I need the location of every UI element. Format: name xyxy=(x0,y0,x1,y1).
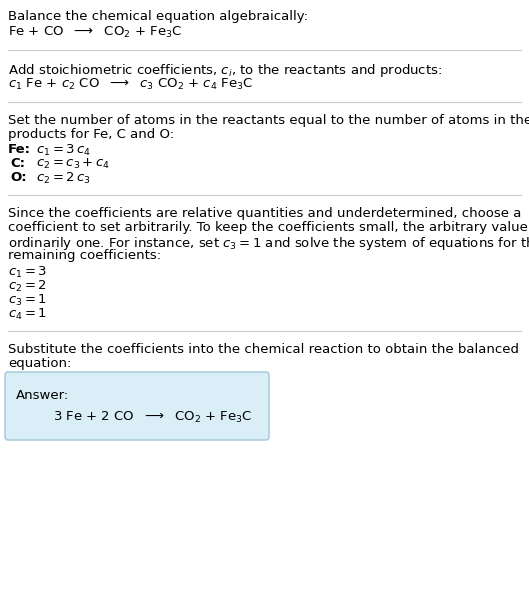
Text: $c_1 = 3$: $c_1 = 3$ xyxy=(8,265,47,280)
Text: Substitute the coefficients into the chemical reaction to obtain the balanced: Substitute the coefficients into the che… xyxy=(8,343,519,356)
Text: Add stoichiometric coefficients, $c_i$, to the reactants and products:: Add stoichiometric coefficients, $c_i$, … xyxy=(8,62,442,79)
Text: Balance the chemical equation algebraically:: Balance the chemical equation algebraica… xyxy=(8,10,308,23)
Text: products for Fe, C and O:: products for Fe, C and O: xyxy=(8,128,174,141)
Text: $c_4 = 1$: $c_4 = 1$ xyxy=(8,307,47,322)
Text: $c_1$ Fe + $c_2$ CO  $\longrightarrow$  $c_3$ CO$_2$ + $c_4$ Fe$_3$C: $c_1$ Fe + $c_2$ CO $\longrightarrow$ $c… xyxy=(8,77,253,92)
Text: Fe:: Fe: xyxy=(8,143,31,156)
Text: 3 Fe + 2 CO  $\longrightarrow$  CO$_2$ + Fe$_3$C: 3 Fe + 2 CO $\longrightarrow$ CO$_2$ + F… xyxy=(53,410,252,425)
Text: ordinarily one. For instance, set $c_3 = 1$ and solve the system of equations fo: ordinarily one. For instance, set $c_3 =… xyxy=(8,235,529,252)
Text: Since the coefficients are relative quantities and underdetermined, choose a: Since the coefficients are relative quan… xyxy=(8,207,522,220)
Text: equation:: equation: xyxy=(8,357,71,370)
Text: Set the number of atoms in the reactants equal to the number of atoms in the: Set the number of atoms in the reactants… xyxy=(8,114,529,127)
Text: Fe + CO  $\longrightarrow$  CO$_2$ + Fe$_3$C: Fe + CO $\longrightarrow$ CO$_2$ + Fe$_3… xyxy=(8,25,183,40)
Text: $c_2 = 2\,c_3$: $c_2 = 2\,c_3$ xyxy=(36,171,91,186)
Text: $c_2 = 2$: $c_2 = 2$ xyxy=(8,279,47,294)
Text: $c_2 = c_3 + c_4$: $c_2 = c_3 + c_4$ xyxy=(36,157,110,171)
Text: C:: C: xyxy=(10,157,25,170)
Text: $c_3 = 1$: $c_3 = 1$ xyxy=(8,293,47,308)
FancyBboxPatch shape xyxy=(5,372,269,440)
Text: $c_1 = 3\,c_4$: $c_1 = 3\,c_4$ xyxy=(36,143,91,158)
Text: remaining coefficients:: remaining coefficients: xyxy=(8,249,161,262)
Text: Answer:: Answer: xyxy=(16,389,69,402)
Text: O:: O: xyxy=(10,171,26,184)
Text: coefficient to set arbitrarily. To keep the coefficients small, the arbitrary va: coefficient to set arbitrarily. To keep … xyxy=(8,221,529,234)
